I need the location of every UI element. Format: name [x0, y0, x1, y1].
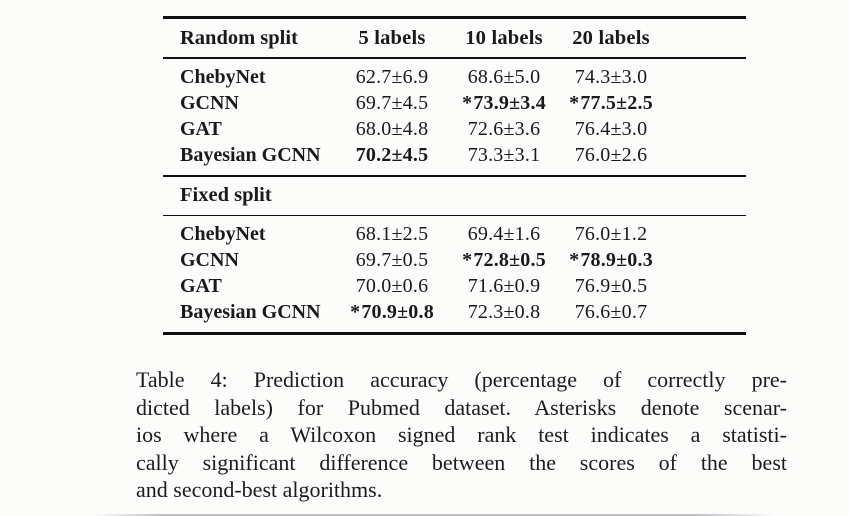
table-row-bayesian-gcnn: Bayesian GCNN 70.2±4.5 73.3±3.1 76.0±2.6	[163, 142, 746, 168]
accuracy-cell: 68.1±2.5	[355, 222, 429, 245]
section-header-fixed-split: Fixed split	[163, 177, 746, 215]
model-name-cell: ChebyNet	[180, 65, 266, 88]
table-row-gcnn: GCNN 69.7±4.5 *73.9±3.4 *77.5±2.5	[163, 90, 746, 116]
accuracy-cell: 76.4±3.0	[574, 117, 648, 140]
accuracy-cell: 69.7±4.5	[355, 91, 429, 114]
caption-line: and second-best algorithms.	[136, 477, 383, 503]
section-body-random-split: ChebyNet 62.7±6.9 68.6±5.0 74.3±3.0 GCNN 69.7…	[163, 59, 746, 175]
accuracy-cell: 76.0±1.2	[574, 222, 648, 245]
section-body-fixed-split: ChebyNet 68.1±2.5 69.4±1.6 76.0±1.2 GCNN 69.7…	[163, 216, 746, 332]
accuracy-cell: 70.0±0.6	[355, 274, 429, 297]
accuracy-cell: *78.9±0.3	[569, 248, 653, 271]
accuracy-cell: *73.9±3.4	[462, 91, 546, 114]
table-rule	[163, 175, 746, 177]
accuracy-cell: 73.3±3.1	[467, 143, 541, 166]
significance-asterisk: *	[569, 248, 580, 271]
column-header-5-labels: 5 labels	[358, 26, 426, 49]
model-name-cell: Bayesian GCNN	[180, 300, 321, 323]
accuracy-cell: 76.6±0.7	[574, 300, 648, 323]
accuracy-cell: 72.6±3.6	[467, 117, 541, 140]
table-row-chebynet: ChebyNet 68.1±2.5 69.4±1.6 76.0±1.2	[163, 221, 746, 247]
accuracy-cell: 62.7±6.9	[355, 65, 429, 88]
accuracy-cell: *70.9±0.8	[350, 300, 434, 323]
table-row-gat: GAT 68.0±4.8 72.6±3.6 76.4±3.0	[163, 116, 746, 142]
model-name-cell: GAT	[180, 274, 222, 297]
accuracy-cell: 68.6±5.0	[467, 65, 541, 88]
results-table: Random split 5 labels 10 labels 20 labels Ch…	[163, 16, 746, 335]
accuracy-cell: 69.7±0.5	[355, 248, 429, 271]
model-name-cell: ChebyNet	[180, 222, 266, 245]
significance-asterisk: *	[462, 91, 473, 114]
table-row-gat: GAT 70.0±0.6 71.6±0.9 76.9±0.5	[163, 273, 746, 299]
accuracy-cell: 70.2±4.5	[355, 143, 429, 166]
significance-asterisk: *	[350, 300, 361, 323]
table-rule	[163, 57, 746, 59]
section-title: Random split	[180, 26, 298, 49]
section-header-random-split: Random split 5 labels 10 labels 20 labels	[163, 19, 746, 57]
table-rule	[163, 214, 746, 216]
caption-line: ios where a Wilcoxon signed rank test in…	[136, 422, 787, 448]
scan-edge-artifact	[95, 514, 775, 516]
caption-line: dicted labels) for Pubmed dataset. Aster…	[136, 394, 787, 420]
accuracy-cell: 74.3±3.0	[574, 65, 648, 88]
column-header-10-labels: 10 labels	[465, 26, 543, 49]
model-name-cell: GCNN	[180, 248, 239, 271]
section-title: Fixed split	[180, 184, 272, 206]
table-row-chebynet: ChebyNet 62.7±6.9 68.6±5.0 74.3±3.0	[163, 64, 746, 90]
accuracy-cell: 76.0±2.6	[574, 143, 648, 166]
model-name-cell: Bayesian GCNN	[180, 143, 321, 166]
table-rule	[163, 332, 746, 335]
table-row-gcnn: GCNN 69.7±0.5 *72.8±0.5 *78.9±0.3	[163, 247, 746, 273]
accuracy-cell: 71.6±0.9	[467, 274, 541, 297]
accuracy-cell: 76.9±0.5	[574, 274, 648, 297]
significance-asterisk: *	[462, 248, 473, 271]
column-header-20-labels: 20 labels	[572, 26, 650, 49]
accuracy-cell: 72.3±0.8	[467, 300, 541, 323]
accuracy-cell: 69.4±1.6	[467, 222, 541, 245]
accuracy-cell: 68.0±4.8	[355, 117, 429, 140]
model-name-cell: GCNN	[180, 91, 239, 114]
caption-line: cally significant difference between the…	[136, 449, 787, 475]
accuracy-cell: *77.5±2.5	[569, 91, 653, 114]
table-rule	[163, 16, 746, 19]
table-caption: Table 4: Prediction accuracy (percentage…	[136, 366, 787, 504]
model-name-cell: GAT	[180, 117, 222, 140]
significance-asterisk: *	[569, 91, 580, 114]
caption-line: Table 4: Prediction accuracy (percentage…	[136, 367, 787, 392]
accuracy-cell: *72.8±0.5	[462, 248, 546, 271]
table-row-bayesian-gcnn: Bayesian GCNN *70.9±0.8 72.3±0.8 76.6±0.7	[163, 299, 746, 325]
